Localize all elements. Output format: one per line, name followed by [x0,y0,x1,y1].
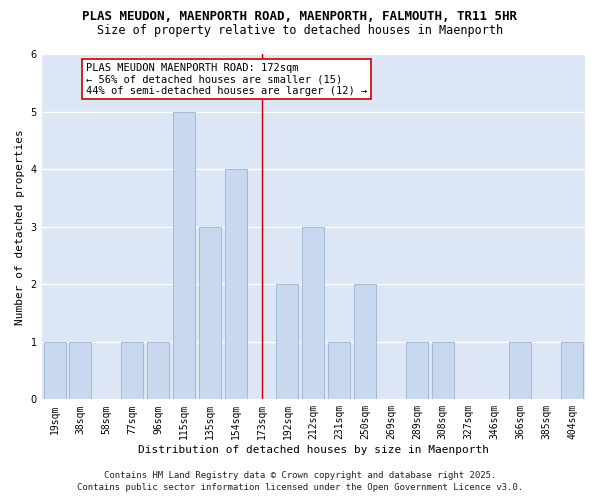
Bar [406,342,428,400]
Text: Contains HM Land Registry data © Crown copyright and database right 2025.
Contai: Contains HM Land Registry data © Crown c… [77,471,523,492]
Bar [173,112,195,400]
Bar [354,284,376,400]
Bar [328,342,350,400]
Y-axis label: Number of detached properties: Number of detached properties [15,129,25,324]
Bar [121,342,143,400]
Bar [199,226,221,400]
Bar [509,342,532,400]
Bar [44,342,65,400]
Bar [277,284,298,400]
Bar [432,342,454,400]
Bar [302,226,325,400]
X-axis label: Distribution of detached houses by size in Maenporth: Distribution of detached houses by size … [138,445,489,455]
Text: PLAS MEUDON, MAENPORTH ROAD, MAENPORTH, FALMOUTH, TR11 5HR: PLAS MEUDON, MAENPORTH ROAD, MAENPORTH, … [83,10,517,23]
Bar [147,342,169,400]
Text: PLAS MEUDON MAENPORTH ROAD: 172sqm
← 56% of detached houses are smaller (15)
44%: PLAS MEUDON MAENPORTH ROAD: 172sqm ← 56%… [86,62,367,96]
Text: Size of property relative to detached houses in Maenporth: Size of property relative to detached ho… [97,24,503,37]
Bar [561,342,583,400]
Bar [225,169,247,400]
Bar [70,342,91,400]
